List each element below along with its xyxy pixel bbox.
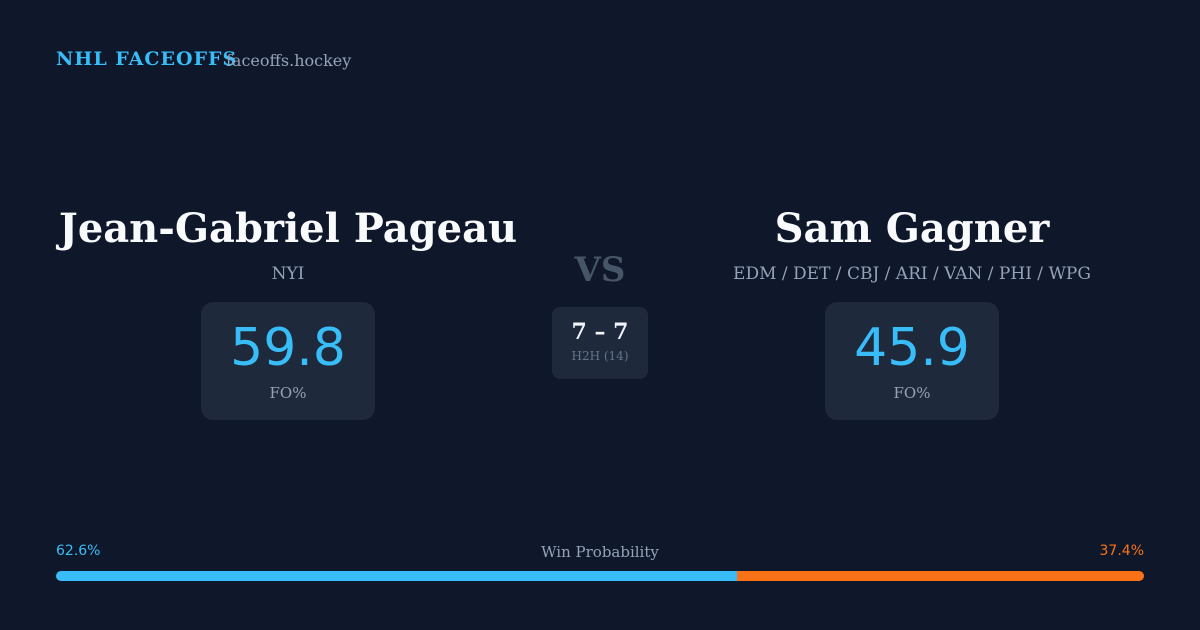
win-prob-bar — [56, 571, 1144, 581]
player-right: Sam Gagner EDM / DET / CBJ / ARI / VAN /… — [612, 200, 1200, 284]
win-prob-title: Win Probability — [541, 543, 659, 561]
win-prob-segment — [737, 571, 1144, 581]
h2h-card: 7 – 7 H2H (14) — [552, 307, 648, 379]
player-name: Jean-Gabriel Pageau — [58, 205, 518, 252]
player-teams: NYI — [271, 264, 305, 284]
win-prob-right: 37.4% — [1099, 543, 1144, 559]
player-name: Sam Gagner — [774, 205, 1050, 252]
win-prob-segment — [56, 571, 738, 581]
h2h-label: H2H (14) — [571, 349, 629, 363]
fo-percentage: 59.8 — [230, 318, 346, 378]
stat-card: 59.8 FO% — [201, 302, 375, 420]
fo-percentage: 45.9 — [854, 318, 970, 378]
player-left: Jean-Gabriel Pageau NYI — [0, 200, 588, 284]
site-link[interactable]: faceoffs.hockey — [226, 51, 352, 70]
versus: VS — [574, 250, 626, 290]
player-teams: EDM / DET / CBJ / ARI / VAN / PHI / WPG — [733, 264, 1091, 284]
fo-label: FO% — [893, 384, 931, 402]
win-prob-left: 62.6% — [56, 543, 101, 559]
brand: NHL FACEOFFS — [56, 48, 238, 70]
stat-card: 45.9 FO% — [825, 302, 999, 420]
h2h-score: 7 – 7 — [571, 319, 629, 345]
fo-label: FO% — [269, 384, 307, 402]
